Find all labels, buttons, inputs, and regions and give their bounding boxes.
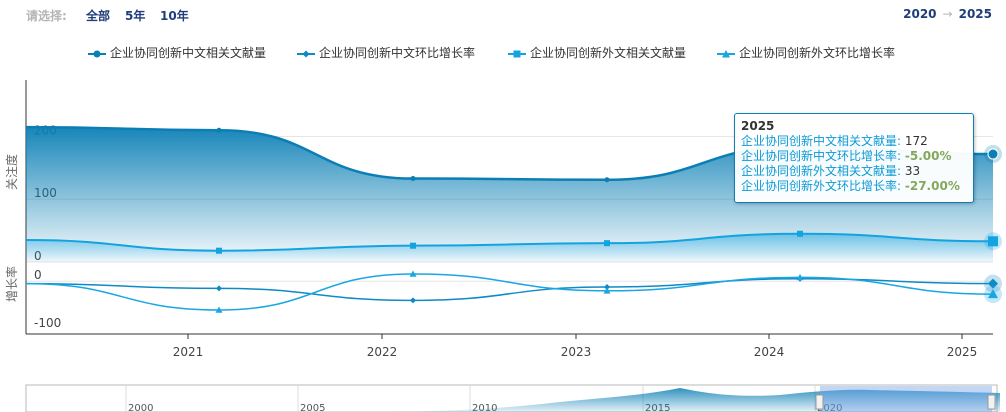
legend-item-cn-volume[interactable]: 企业协同创新中文相关文献量 [88,44,266,61]
legend-item-en-volume[interactable]: 企业协同创新外文相关文献量 [508,44,686,61]
en-volume-line [25,232,994,252]
cn-growth-point [988,278,998,289]
legend-label: 企业协同创新外文相关文献量 [530,46,687,60]
triangle-marker-icon [717,50,735,58]
y-axis-title-bottom: 增长率 [4,266,19,302]
legend-item-cn-growth[interactable]: 企业协同创新中文环比增长率 [297,44,475,61]
legend-label: 企业协同创新中文环比增长率 [319,46,476,60]
tooltip-value: 33 [904,164,921,178]
cn-volume-point [216,127,222,133]
en-growth-point [409,270,417,277]
x-tick-label: 2021 [173,345,204,359]
range-to: 2025 [958,7,992,21]
tooltip-key: 企业协同创新外文环比增长率: [741,179,902,193]
navigator-handle-right[interactable] [987,394,996,410]
tooltip-row: 企业协同创新中文环比增长率: -5.00% [741,149,967,164]
navigator-tick-label: 2000 [128,403,153,412]
en-growth-point [796,273,804,281]
x-tick-label: 2023 [561,345,592,359]
cn-growth-point [410,297,416,304]
x-tick-label: 2022 [367,345,398,359]
range-arrow-icon: → [942,7,953,21]
tooltip-key: 企业协同创新中文相关文献量: [741,134,902,148]
x-tick-label: 2025 [947,345,978,359]
legend-item-en-growth[interactable]: 企业协同创新外文环比增长率 [717,44,895,61]
en-growth-point [603,287,611,294]
cn-volume-point [410,176,416,182]
en-volume-point [988,236,998,247]
en-volume-point [797,230,803,237]
filter-all-button[interactable]: 全部 [86,9,111,23]
tooltip-value: -5.00% [904,149,952,163]
y-axis-title-top: 关注度 [4,154,19,190]
square-marker-icon [508,50,526,58]
navigator-selection [820,386,992,412]
cn-volume-point [604,177,610,183]
en-volume-point [410,242,416,249]
navigator-series-area [390,388,1000,412]
en-growth-point [988,289,998,299]
y-tick-label: 0 [34,268,42,282]
navigator-tick-label: 2010 [472,403,497,412]
tooltip-row: 企业协同创新外文相关文献量: 33 [741,164,967,179]
cn-growth-point [216,285,222,292]
cn-growth-line [25,278,994,302]
navigator-tick-label: 2005 [300,403,325,412]
filter-10y-button[interactable]: 10年 [160,9,189,23]
diamond-marker-icon [297,50,315,58]
en-growth-point [215,306,223,313]
tooltip-key: 企业协同创新外文相关文献量: [741,164,902,178]
cn-volume-point [987,148,999,160]
range-display: 2020 → 2025 [903,7,992,21]
legend-label: 企业协同创新中文相关文献量 [110,46,267,60]
chart-legend: 企业协同创新中文相关文献量 企业协同创新中文环比增长率 企业协同创新外文相关文献… [0,44,1006,64]
filter-bar: 请选择: 全部 5年 10年 2020 → 2025 [0,0,1006,30]
en-volume-point [216,247,222,254]
filter-label: 请选择: [26,9,67,23]
tooltip-value: -27.00% [904,179,960,193]
x-tick-label: 2024 [754,345,785,359]
tooltip-row: 企业协同创新中文相关文献量: 172 [741,134,967,149]
navigator-handle-left[interactable] [815,394,824,410]
chart-tooltip: 2025 企业协同创新中文相关文献量: 172 企业协同创新中文环比增长率: -… [734,113,974,203]
range-from: 2020 [903,7,937,21]
en-growth-line [25,273,994,311]
tooltip-key: 企业协同创新中文环比增长率: [741,149,902,163]
en-volume-point [604,240,610,247]
tooltip-row: 企业协同创新外文环比增长率: -27.00% [741,179,967,194]
tooltip-title: 2025 [741,119,775,133]
y-tick-label: -100 [34,316,61,330]
tooltip-value: 172 [904,134,928,148]
circle-marker-icon [88,50,106,58]
filter-5y-button[interactable]: 5年 [125,9,146,23]
legend-label: 企业协同创新外文环比增长率 [739,46,896,60]
cn-growth-point [604,283,610,290]
en-volume-area [26,233,993,262]
